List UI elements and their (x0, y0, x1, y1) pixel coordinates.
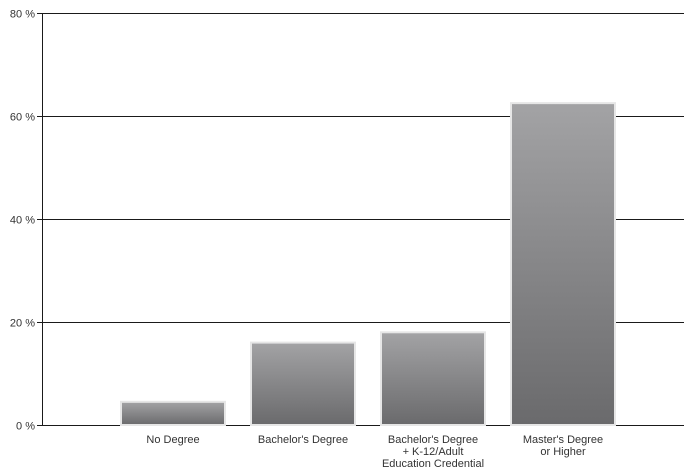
y-axis-ticks: 0 % 20 % 40 % 60 % 80 % (10, 9, 42, 433)
y-tick-label-80: 80 % (10, 9, 35, 21)
x-tick-label-line: + K-12/Adult (403, 446, 464, 458)
x-tick-label-0: No Degree (146, 434, 199, 446)
y-tick-label-40: 40 % (10, 215, 35, 227)
y-tick-label-20: 20 % (10, 318, 35, 330)
x-tick-label-line: No Degree (146, 434, 199, 446)
bars (120, 102, 616, 427)
bar-3 (510, 102, 616, 426)
bar-1 (250, 341, 356, 427)
x-tick-label-line: Bachelor's Degree (258, 434, 348, 446)
y-tick-label-60: 60 % (10, 112, 35, 124)
x-tick-label-line: Education Credential (382, 458, 484, 470)
y-tick-label-0: 0 % (16, 421, 35, 433)
x-tick-label-2: Bachelor's Degree + K-12/Adult Education C… (382, 434, 484, 470)
x-tick-label-line: Master's Degree (523, 434, 603, 446)
bar-2 (380, 331, 486, 426)
x-tick-label-3: Master's Degree or Higher (523, 434, 603, 458)
x-axis-labels: No Degree Bachelor's Degree Bachelor's Deg… (146, 434, 603, 470)
bar-0 (120, 400, 226, 427)
x-tick-label-line: Bachelor's Degree (388, 434, 478, 446)
x-tick-label-1: Bachelor's Degree (258, 434, 348, 446)
x-tick-label-line: or Higher (540, 446, 586, 458)
